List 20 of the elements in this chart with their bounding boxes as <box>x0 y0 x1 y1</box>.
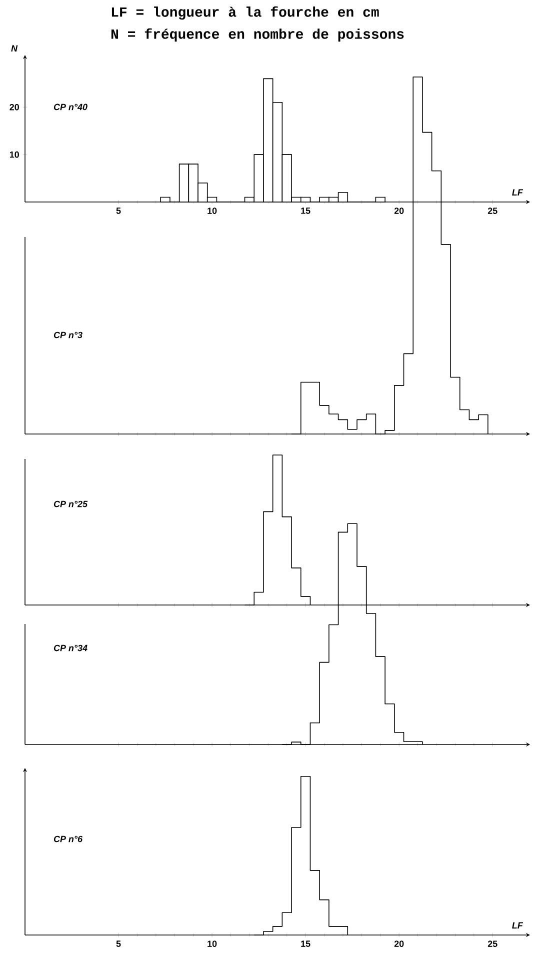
x-tick-label: 25 <box>488 940 498 947</box>
chart-subtitle: N = fréquence en nombre de poissons <box>111 28 404 42</box>
annotation: CP n°3 <box>54 332 82 338</box>
x-axis-title: LF <box>512 922 524 928</box>
y-axis-title: N <box>11 45 18 52</box>
annotation: CP n°6 <box>54 836 83 842</box>
x-tick-label: 5 <box>116 208 121 214</box>
annotation: CP n°25 <box>54 500 88 508</box>
x-tick-label: 5 <box>116 940 121 947</box>
x-tick-label: 10 <box>208 208 217 214</box>
x-tick-label: 15 <box>301 208 310 214</box>
x-tick-label: 20 <box>394 940 404 947</box>
chart-title: LF = longueur à la fourche en cm <box>112 6 379 20</box>
x-tick-label: 10 <box>208 940 217 947</box>
annotation: CP n°40 <box>54 104 88 110</box>
annotation: CP n°34 <box>54 644 88 652</box>
x-tick-label: 25 <box>488 208 498 214</box>
x-tick-label: 20 <box>394 208 404 214</box>
x-tick-label: 15 <box>301 940 310 947</box>
x-axis-title: LF <box>512 189 524 196</box>
